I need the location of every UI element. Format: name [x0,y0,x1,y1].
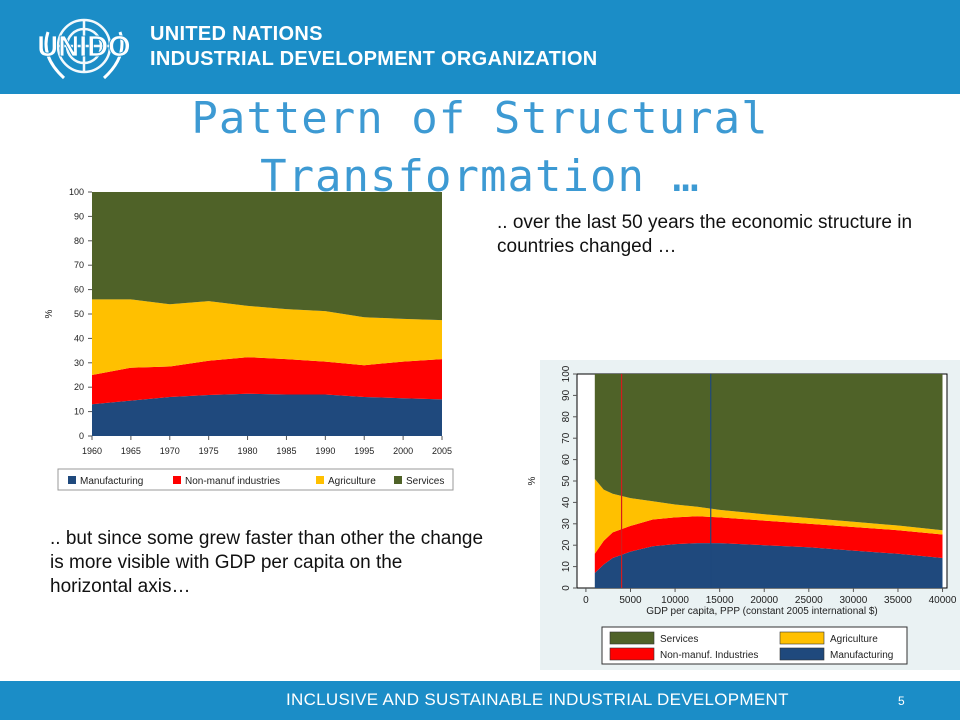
legend-label-manufacturing: Manufacturing [830,650,893,661]
x-tick-label: 1980 [238,446,258,456]
y-axis-label: % [527,476,538,485]
y-tick-label: 50 [561,475,572,487]
legend-box [57,468,454,491]
area-non-manuf-industries [594,516,943,573]
org-line-1: UNITED NATIONS [150,23,323,45]
x-tick-label: 20000 [750,595,778,606]
y-tick-label: 40 [74,333,84,343]
legend-swatch-services [394,476,402,484]
org-line-2: INDUSTRIAL DEVELOPMENT ORGANIZATION [150,48,598,70]
x-tick-label: 40000 [929,595,957,606]
legend-label-non-manuf-industries: Non-manuf. Industries [660,650,758,661]
y-tick-label: 10 [74,407,84,417]
x-tick-label: 1985 [276,446,296,456]
text-top: .. over the last 50 years the economic s… [497,212,913,257]
un-emblem-logo: UNIDO [37,18,131,80]
legend-swatch-manufacturing [68,476,76,484]
legend-label-agriculture: Agriculture [830,634,878,645]
y-tick-label: 30 [74,358,84,368]
y-tick-label: 70 [561,432,572,444]
area-services [92,192,442,321]
legend-swatch-agriculture [316,476,324,484]
y-axis-label: % [44,309,55,318]
x-tick-label: 15000 [706,595,734,606]
area-chart-by-year: 0 10 20 30 40 50 60 70 80 90 100 1960 1965 1970 1975 19… [44,187,454,491]
x-tick-label: 2005 [432,446,452,456]
x-tick-label: 30000 [839,595,867,606]
x-tick-label: 1975 [199,446,219,456]
x-tick-label: 1965 [121,446,141,456]
x-tick-label: 35000 [884,595,912,606]
area-chart-by-gdp: 0 10 20 30 40 50 60 70 80 90 100 0 5000 10000 15000 200… [527,360,960,670]
legend-label-services: Services [660,634,698,645]
page-number: 5 [898,694,905,708]
legend-label-services: Services [406,476,444,487]
legend-label-agriculture: Agriculture [328,476,376,487]
y-tick-label: 10 [561,561,572,573]
area-manufacturing [594,543,943,588]
legend-swatch-manufacturing [779,647,825,661]
text-bottom: .. but since some grew faster than other… [50,528,484,597]
y-tick-label: 50 [74,309,84,319]
legend-swatch-agriculture [779,631,825,645]
x-tick-label: 2000 [393,446,413,456]
y-tick-label: 100 [561,365,572,382]
y-tick-label: 70 [74,260,84,270]
y-tick-label: 20 [74,382,84,392]
organization-name: UNITED NATIONS INDUSTRIAL DEVELOPMENT OR… [150,22,598,72]
y-tick-label: 100 [69,187,84,197]
x-tick-label: 5000 [619,595,642,606]
x-tick-label: 1995 [354,446,374,456]
y-tick-label: 0 [561,585,572,591]
legend-swatch-services [609,631,655,645]
footer-bar: INCLUSIVE AND SUSTAINABLE INDUSTRIAL DEV… [0,681,960,720]
area-non-manuf-industries [92,357,442,405]
legend-label-manufacturing: Manufacturing [80,476,143,487]
y-tick-label: 80 [561,411,572,423]
area-manufacturing [92,393,442,436]
legend-swatch-non-manuf-industries [173,476,181,484]
y-tick-label: 30 [561,518,572,530]
y-tick-label: 60 [74,285,84,295]
footer-text: INCLUSIVE AND SUSTAINABLE INDUSTRIAL DEV… [286,690,789,709]
x-tick-label: 0 [583,595,589,606]
x-tick-label: 1960 [82,446,102,456]
y-tick-label: 90 [561,389,572,401]
x-tick-label: 1970 [160,446,180,456]
legend-label-non-manuf-industries: Non-manuf industries [185,476,280,487]
area-services [594,374,943,531]
x-tick-label: 10000 [661,595,689,606]
y-tick-label: 0 [79,431,84,441]
area-agriculture [92,299,442,375]
header-bar: UNIDO UNITED NATIONS INDUSTRIAL DEVELOPM… [0,0,960,94]
y-tick-label: 80 [74,236,84,246]
y-tick-label: 20 [561,539,572,551]
logo-text: UNIDO [37,31,130,63]
x-tick-label: 25000 [795,595,823,606]
x-tick-label: 1990 [315,446,335,456]
x-axis-label: GDP per capita, PPP (constant 2005 inter… [646,606,877,617]
area-agriculture [594,478,943,554]
y-tick-label: 40 [561,496,572,508]
y-tick-label: 60 [561,454,572,466]
legend-swatch-non-manuf-industries [609,647,655,661]
y-tick-label: 90 [74,211,84,221]
